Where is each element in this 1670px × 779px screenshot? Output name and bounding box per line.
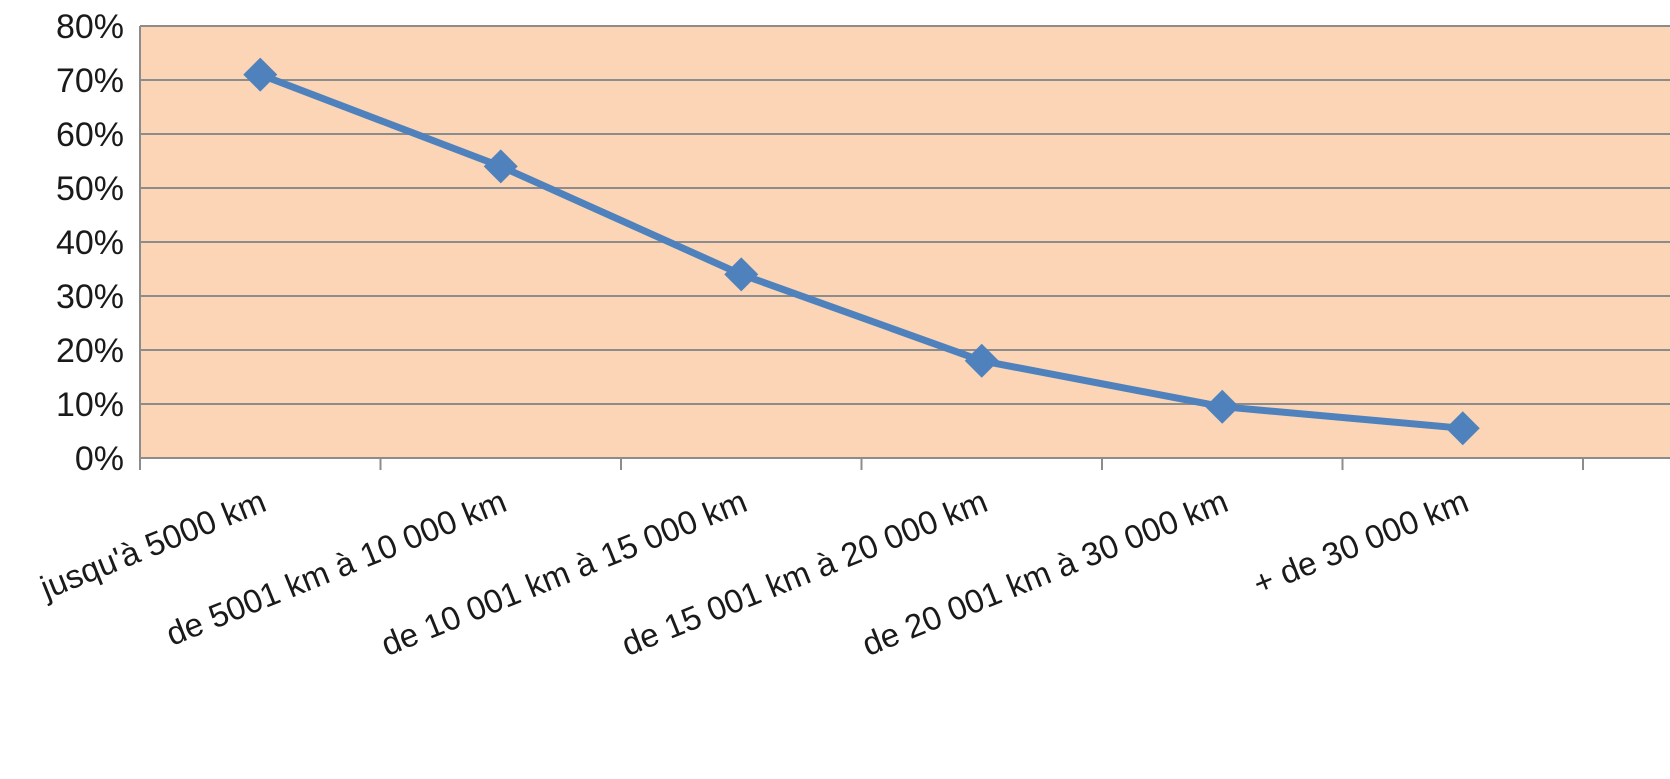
data-point-marker (724, 257, 759, 292)
data-point-marker (483, 149, 518, 184)
y-tick-label: 0% (75, 440, 124, 478)
y-tick-label: 30% (56, 278, 124, 316)
y-tick-label: 50% (56, 170, 124, 208)
gridlines (140, 25, 1670, 405)
axes (139, 26, 1670, 470)
data-point-marker (243, 57, 278, 92)
y-tick-label: 80% (56, 8, 124, 46)
y-tick-label: 10% (56, 386, 124, 424)
series-line (256, 71, 1467, 432)
data-point-marker (964, 343, 999, 378)
data-point-marker (1205, 389, 1240, 424)
series-layer (243, 57, 1480, 446)
y-axis-tick-labels: 0% 10% 20% 30% 40% 50% 60% 70% 80% (56, 8, 124, 478)
y-tick-label: 20% (56, 332, 124, 370)
y-tick-label: 40% (56, 224, 124, 262)
y-tick-label: 60% (56, 116, 124, 154)
y-tick-label: 70% (56, 62, 124, 100)
data-point-marker (1445, 411, 1480, 446)
x-tick-label: + de 30 000 km (1248, 482, 1474, 602)
